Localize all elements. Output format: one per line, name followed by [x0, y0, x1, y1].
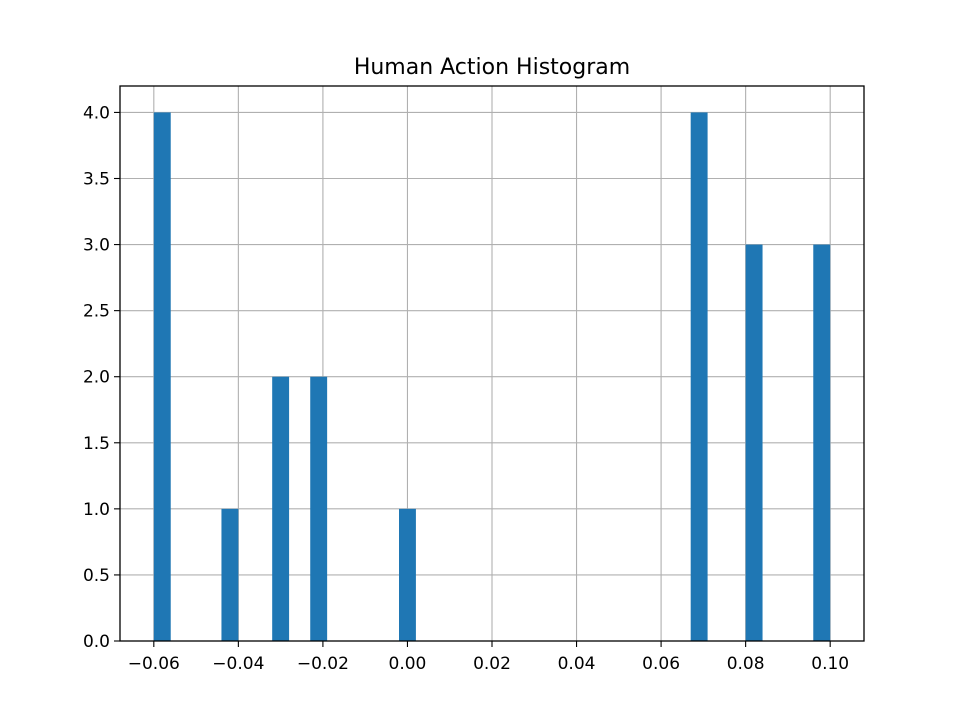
x-tick-label: 0.02: [473, 654, 511, 674]
y-tick-label: 3.5: [83, 170, 110, 190]
bars: [153, 112, 831, 642]
x-tick-label: −0.06: [128, 654, 180, 674]
y-tick-label: 1.5: [83, 434, 110, 454]
histogram-bar-0: [153, 112, 171, 641]
y-tick-label: 4.0: [83, 103, 110, 123]
y-axis-ticks: 0.0 0.5 1.0 1.5 2.0 2.5 3.0 3.5 4.0: [83, 103, 120, 652]
y-tick-label: 2.0: [83, 368, 110, 388]
x-tick-label: 0.00: [389, 654, 427, 674]
histogram-bar-1: [221, 508, 239, 641]
histogram-bar-2: [272, 376, 290, 641]
y-tick-label: 2.5: [83, 302, 110, 322]
x-tick-label: 0.06: [642, 654, 680, 674]
x-tick-label: −0.02: [297, 654, 349, 674]
x-tick-label: 0.08: [727, 654, 765, 674]
y-tick-label: 1.0: [83, 500, 110, 520]
histogram-bar-4: [399, 508, 416, 641]
y-tick-label: 0.5: [83, 566, 110, 586]
histogram-bar-5: [690, 112, 708, 641]
grid-lines: [120, 86, 864, 642]
chart-title: Human Action Histogram: [354, 55, 630, 80]
histogram-bar-6: [745, 244, 763, 642]
y-tick-label: 0.0: [83, 632, 110, 652]
x-axis-ticks: −0.06 −0.04 −0.02 0.00 0.02 0.04 0.06 0.08 0.10: [128, 641, 849, 674]
y-tick-label: 3.0: [83, 236, 110, 256]
x-tick-label: −0.04: [212, 654, 264, 674]
x-tick-label: 0.04: [558, 654, 596, 674]
histogram-bar-3: [310, 376, 328, 641]
histogram-bar-7: [813, 244, 831, 642]
x-tick-label: 0.10: [811, 654, 849, 674]
